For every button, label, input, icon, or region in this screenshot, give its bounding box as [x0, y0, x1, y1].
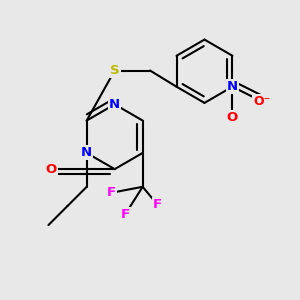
Text: N: N [109, 98, 120, 111]
Text: O⁻: O⁻ [253, 95, 271, 108]
Text: F: F [107, 186, 116, 199]
Text: N: N [81, 146, 92, 159]
Text: F: F [120, 208, 130, 221]
Text: F: F [153, 198, 162, 211]
Text: S: S [110, 64, 119, 77]
Text: O: O [46, 163, 57, 176]
Text: N: N [227, 80, 238, 93]
Text: O: O [227, 111, 238, 124]
